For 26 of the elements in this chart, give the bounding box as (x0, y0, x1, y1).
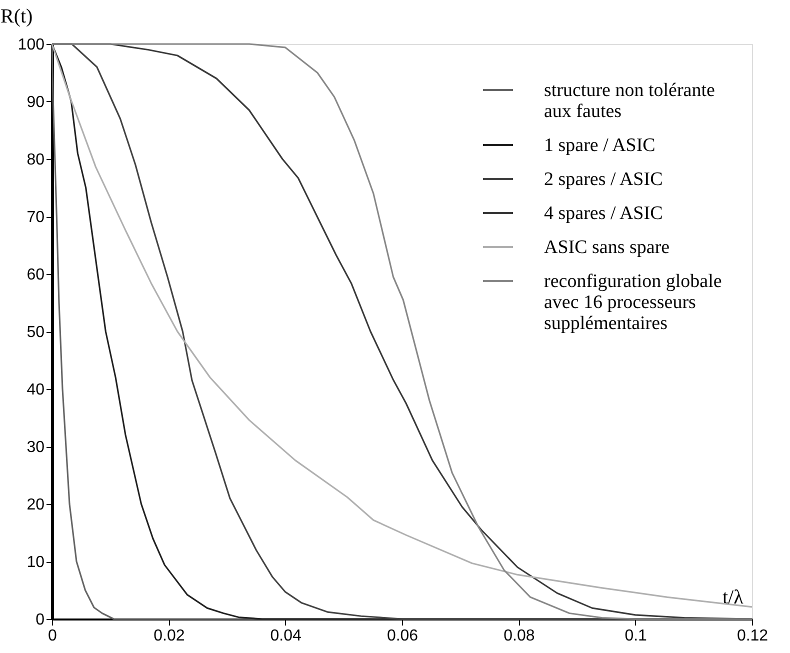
legend-label: reconfiguration globale avec 16 processeurs supplémentaires (544, 271, 722, 334)
y-tick-label: 100 (18, 36, 45, 54)
y-tick-label: 0 (36, 612, 45, 628)
y-axis-title: R(t) (0, 6, 33, 28)
legend-label: ASIC sans spare (544, 237, 670, 258)
y-tick-label: 10 (26, 554, 45, 571)
legend-label: 4 spares / ASIC (544, 203, 663, 224)
x-tick-label: 0.12 (736, 628, 768, 644)
legend-label: structure non tolérante aux fautes (544, 80, 715, 122)
x-tick-label: 0.02 (154, 628, 185, 644)
x-tick-label: 0.04 (270, 628, 302, 644)
x-tick-label: 0.1 (624, 628, 648, 644)
x-tick-label: 0.06 (386, 628, 418, 644)
y-tick-label: 70 (26, 209, 45, 226)
y-tick-label: 60 (26, 266, 45, 284)
y-tick-label: 40 (26, 382, 45, 398)
x-tick-label: 0 (48, 628, 58, 644)
y-tick-label: 90 (26, 94, 45, 111)
y-tick-label: 30 (26, 439, 45, 456)
y-tick-label: 50 (26, 324, 45, 341)
legend-label: 2 spares / ASIC (544, 169, 663, 190)
x-tick-label: 0.08 (504, 628, 535, 644)
x-axis-title: t/λ (722, 586, 744, 608)
y-tick-label: 80 (26, 152, 45, 168)
legend-label: 1 spare / ASIC (544, 135, 656, 156)
y-tick-label: 20 (26, 496, 45, 514)
